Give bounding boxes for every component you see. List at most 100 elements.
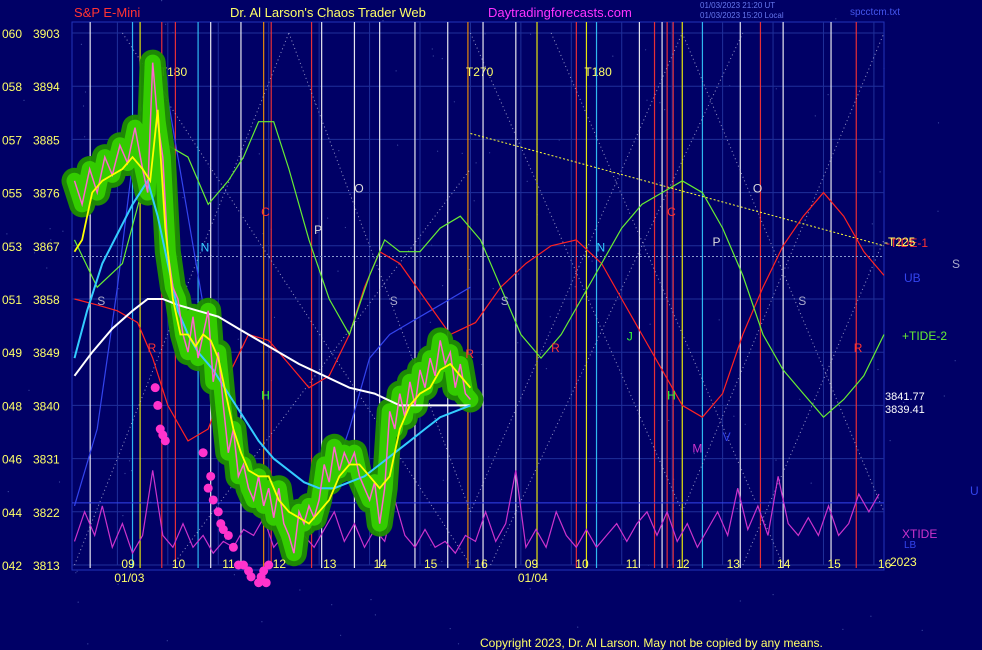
star-dot bbox=[943, 395, 945, 397]
star-dot bbox=[370, 599, 372, 601]
x-hour-label: 13 bbox=[323, 557, 337, 571]
star-dot bbox=[640, 253, 642, 255]
y-index-label: 055 bbox=[2, 187, 22, 201]
star-dot bbox=[331, 604, 333, 606]
star-dot bbox=[659, 102, 661, 104]
tide1-label: -TIDE-1 bbox=[886, 236, 928, 250]
y-axis-labels: 060 3903 058 3894 057 3885 055 3876 053 3867 051 38… bbox=[2, 27, 60, 573]
y-price-label: 3813 bbox=[33, 559, 60, 573]
star-dot bbox=[382, 20, 384, 22]
star-dot bbox=[317, 231, 319, 233]
diagonal-lines bbox=[74, 32, 885, 566]
star-dot bbox=[273, 316, 276, 318]
horizontal-levels bbox=[72, 255, 884, 504]
last-price-2: 3839.41 bbox=[885, 404, 925, 416]
letter-mark: R bbox=[465, 347, 474, 361]
star-dot bbox=[165, 23, 167, 25]
star-dot bbox=[87, 643, 89, 645]
star-dot bbox=[889, 440, 891, 442]
star-dot bbox=[77, 601, 79, 603]
y-price-label: 3822 bbox=[33, 506, 60, 520]
star-dot bbox=[668, 419, 670, 422]
signal-dot bbox=[150, 383, 160, 393]
star-dot bbox=[80, 43, 82, 46]
star-dot bbox=[128, 460, 131, 462]
series-tide1 bbox=[74, 191, 885, 442]
update-time-local: 01/03/2023 15:20 Local bbox=[700, 11, 784, 20]
star-dot bbox=[693, 452, 695, 455]
star-dot bbox=[591, 260, 593, 262]
y-index-label: 060 bbox=[2, 27, 22, 41]
diagonal-line bbox=[288, 32, 471, 512]
star-dot bbox=[314, 102, 316, 105]
star-dot bbox=[84, 91, 87, 93]
star-dot bbox=[877, 368, 879, 371]
signal-dot bbox=[160, 436, 170, 446]
star-dot bbox=[124, 472, 126, 475]
signal-dot bbox=[259, 566, 269, 576]
star-dot bbox=[33, 252, 36, 254]
star-dot bbox=[261, 621, 263, 623]
star-dot bbox=[879, 171, 881, 173]
letter-mark: H bbox=[261, 388, 270, 402]
star-dot bbox=[75, 572, 77, 574]
signal-dot bbox=[238, 560, 248, 570]
star-dot bbox=[374, 614, 376, 616]
star-dot bbox=[733, 415, 735, 417]
letter-mark: R bbox=[551, 341, 560, 355]
site-link[interactable]: Daytradingforecasts.com bbox=[488, 5, 632, 20]
x-hour-label: 10 bbox=[575, 557, 589, 571]
star-dot bbox=[166, 640, 168, 642]
star-dot bbox=[612, 55, 614, 57]
letter-mark: S bbox=[798, 294, 806, 308]
star-dot bbox=[659, 181, 661, 184]
signal-dot bbox=[208, 495, 218, 505]
star-dot bbox=[76, 570, 78, 572]
star-dot bbox=[577, 626, 579, 628]
star-dot bbox=[461, 152, 463, 154]
star-dot bbox=[397, 144, 399, 146]
star-dot bbox=[84, 136, 86, 138]
letter-mark: N bbox=[201, 241, 210, 255]
star-dot bbox=[411, 357, 413, 359]
star-dot bbox=[481, 363, 483, 366]
star-dot bbox=[58, 481, 61, 483]
y-index-label: 051 bbox=[2, 293, 22, 307]
star-dot bbox=[664, 109, 666, 111]
star-dot bbox=[871, 223, 873, 225]
letter-mark: N bbox=[597, 241, 606, 255]
series-tide2 bbox=[73, 121, 885, 419]
grid bbox=[72, 22, 884, 566]
star-dot bbox=[526, 180, 528, 182]
signal-dot bbox=[206, 471, 216, 481]
star-dot bbox=[921, 629, 923, 632]
star-dot bbox=[473, 200, 475, 202]
star-dot bbox=[430, 544, 432, 546]
star-dot bbox=[131, 470, 133, 472]
diagonal-line bbox=[469, 32, 683, 513]
year-label: 2023 bbox=[890, 555, 917, 569]
star-dot bbox=[909, 558, 911, 560]
letter-mark: S bbox=[97, 294, 105, 308]
y-index-label: 046 bbox=[2, 453, 22, 467]
event-line-label: T270 bbox=[466, 65, 494, 79]
star-dot bbox=[7, 491, 9, 493]
star-dot bbox=[941, 333, 943, 335]
star-dot bbox=[442, 479, 444, 481]
star-dot bbox=[646, 99, 648, 101]
x-hour-label: 09 bbox=[525, 557, 539, 571]
star-dot bbox=[338, 150, 340, 152]
star-dot bbox=[340, 634, 342, 636]
data-file-label: spcctcm.txt bbox=[850, 7, 900, 18]
signal-dot bbox=[223, 530, 233, 540]
y-price-label: 3831 bbox=[33, 453, 60, 467]
diagonal-line bbox=[681, 32, 885, 512]
star-dot bbox=[814, 115, 816, 117]
star-dot bbox=[441, 58, 443, 60]
page-title: Dr. Al Larson's Chaos Trader Web bbox=[230, 5, 426, 20]
star-dot bbox=[468, 268, 470, 271]
letter-marks: S R N C H P O S R S R N J C H M V P O S R bbox=[97, 182, 863, 456]
star-dot bbox=[787, 267, 789, 269]
ub-label: UB bbox=[904, 271, 921, 285]
